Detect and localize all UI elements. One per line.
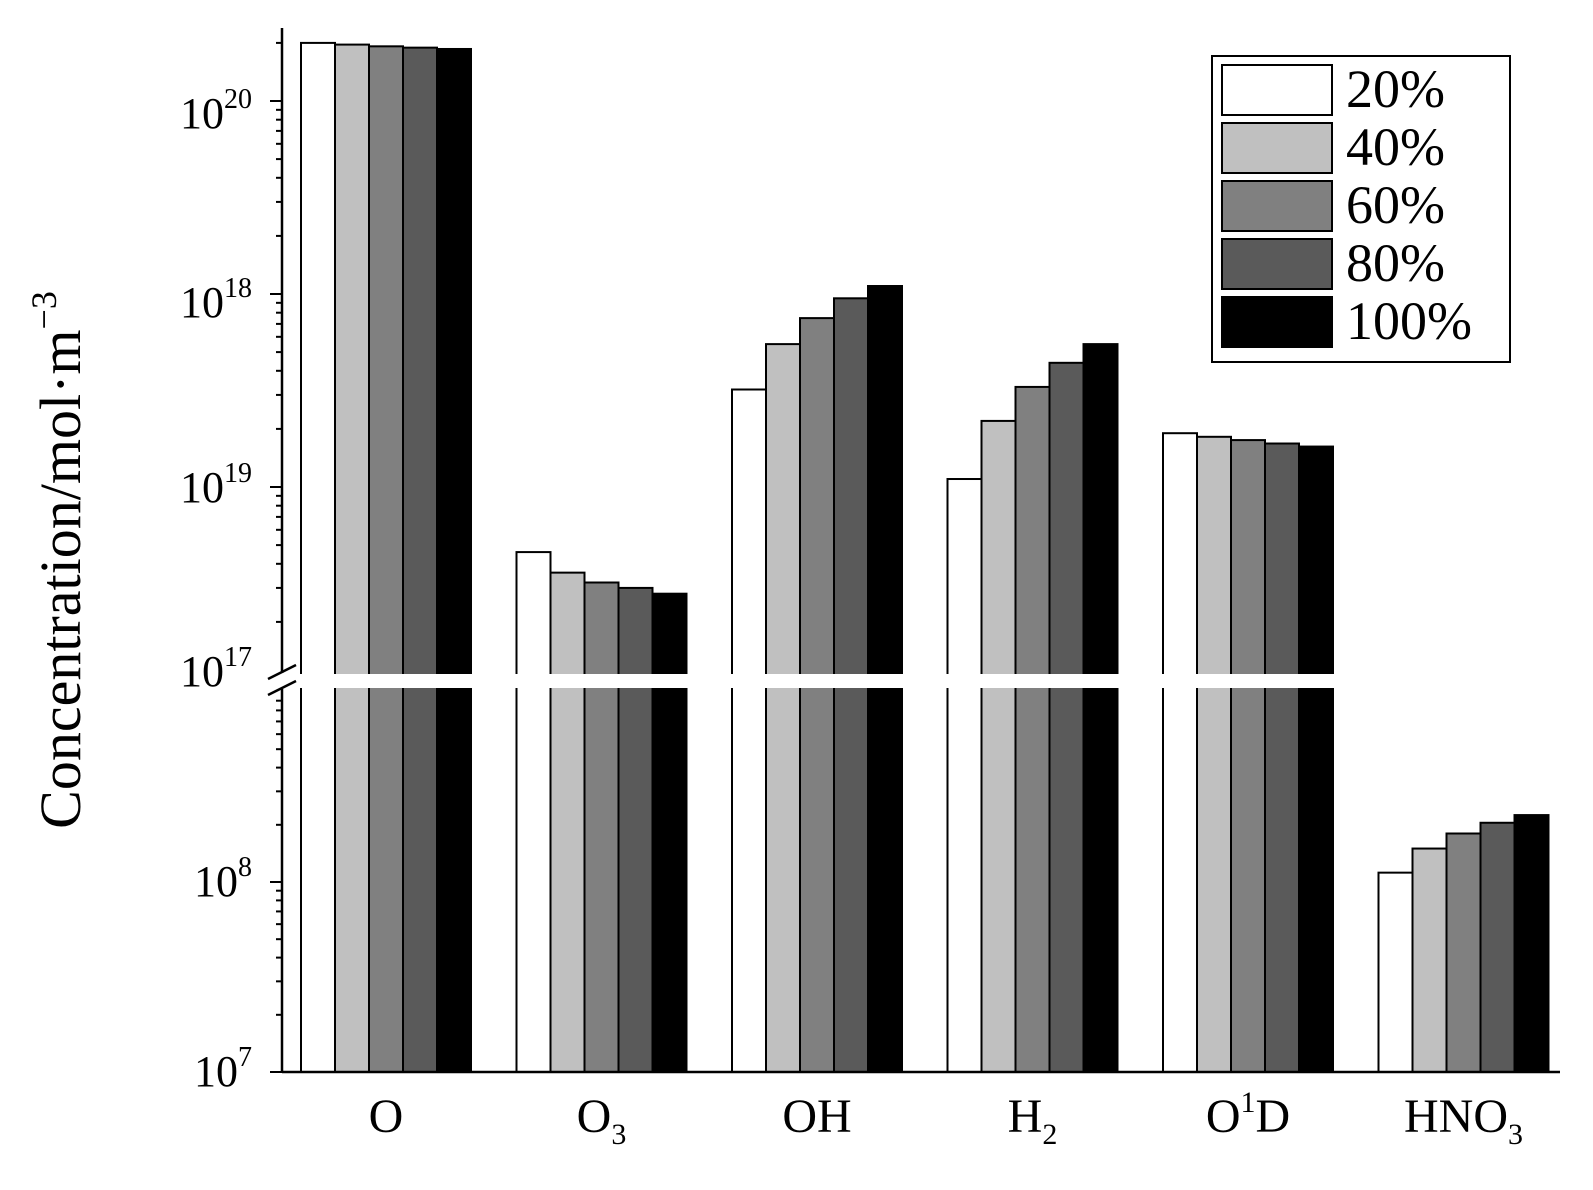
x-category-labels: O O3 OH H2 O1D HNO3 [369,1086,1523,1151]
legend-label: 20% [1346,59,1445,119]
x-category-label: OH [782,1090,851,1143]
x-category-label: H2 [1008,1090,1058,1151]
bar-4-4 [1298,445,1334,1073]
bar-5-4 [1513,814,1550,1073]
y-tick-label: 107 [194,1042,252,1096]
bar-1-4 [651,592,688,1073]
bar-0-0 [300,41,336,1073]
y-axis-label-text: Concentration/mol·m [28,329,93,828]
bar-1-2 [583,581,620,1073]
bar-5-2 [1445,832,1482,1073]
bar-4-3 [1264,442,1300,1073]
bar-2-1 [765,343,801,1074]
y-tick-label: 1020 [180,84,252,138]
bar-0-4 [436,47,472,1073]
bar-2-0 [731,388,767,1073]
bars-layer [276,41,1556,1074]
legend-label: 40% [1346,117,1445,177]
legend-swatch [1221,122,1333,174]
bar-5-3 [1479,821,1516,1074]
bar-5-1 [1411,847,1448,1073]
bar-0-1 [334,43,370,1073]
bar-5-0 [1377,871,1414,1073]
legend: 20%40%60%80%100% [1211,55,1511,363]
legend-swatch [1221,64,1333,116]
x-category-label: HNO3 [1404,1090,1523,1151]
x-category-label: O [369,1090,404,1143]
bar-3-0 [946,478,983,1073]
bar-4-0 [1162,432,1198,1073]
bar-1-0 [515,551,552,1073]
legend-swatch [1221,296,1333,348]
axis-break-gap [276,674,1556,688]
legend-label: 80% [1346,233,1445,293]
y-ticks: 107 108 1017 1019 1018 1020 [180,41,282,1096]
bar-3-2 [1014,385,1051,1073]
axis-break-mark [267,679,297,697]
bar-3-1 [980,419,1017,1073]
bar-2-2 [799,317,835,1074]
bar-3-3 [1048,361,1085,1073]
bar-0-2 [368,45,404,1073]
bar-3-4 [1082,343,1119,1074]
y-axis-label-exponent: −3 [24,291,64,329]
x-category-label: O1D [1206,1086,1290,1143]
x-category-label: O3 [577,1090,627,1151]
y-axis-label: Concentration/mol·m−3 [24,291,93,829]
legend-label: 60% [1346,175,1445,235]
bar-0-3 [402,46,438,1074]
y-tick-label: 1017 [180,642,252,696]
y-axis [267,28,1560,1074]
y-tick-label: 1019 [180,458,252,512]
y-tick-label: 1018 [180,273,252,327]
bar-1-1 [549,571,586,1073]
bar-4-2 [1230,439,1266,1074]
axis-break-mark [267,663,297,681]
legend-swatch [1221,238,1333,290]
legend-swatch [1221,180,1333,232]
y-tick-label: 108 [194,852,252,906]
legend-label: 100% [1346,291,1472,351]
bar-4-1 [1196,435,1232,1073]
bar-1-3 [617,586,654,1073]
